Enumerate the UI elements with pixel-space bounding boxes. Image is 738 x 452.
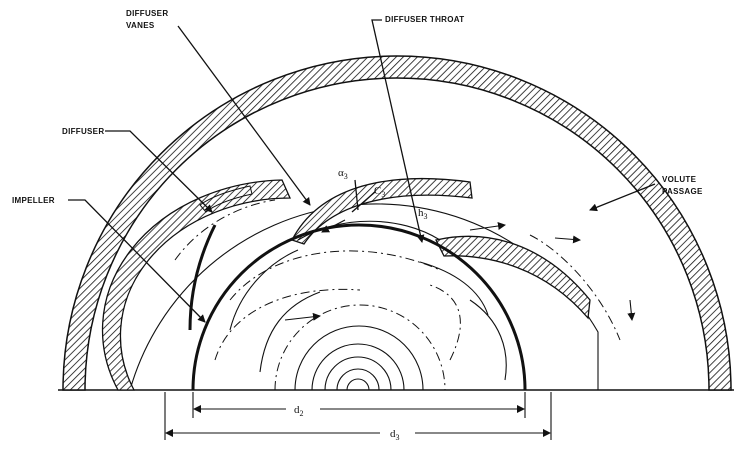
eye-circle: [324, 356, 392, 391]
label-diffuser: DIFFUSER: [62, 127, 104, 136]
leader-impeller: [68, 199, 206, 323]
diffuser-vane-top: [291, 177, 473, 245]
leader-diffuser-vanes: [177, 25, 311, 206]
label-impeller: IMPELLER: [12, 196, 55, 205]
leader-diffuser: [105, 130, 213, 213]
diffuser-inner-arc: [188, 224, 217, 331]
impeller-blade: [259, 291, 321, 373]
flow-line: [229, 250, 441, 301]
eye-circle: [346, 378, 370, 391]
symbol-h3: h3: [418, 207, 428, 221]
eye-circle: [274, 304, 446, 391]
dim-d2-arrow: [193, 405, 201, 413]
label-diffuser-throat: DIFFUSER THROAT: [385, 15, 464, 24]
flow-arrow: [284, 312, 321, 321]
leader-diffuser-throat: [371, 19, 425, 243]
impeller-outline: [191, 223, 527, 391]
impeller-blade: [419, 261, 489, 316]
symbol-alpha3: α3: [338, 167, 348, 181]
volute-boundary: [129, 203, 599, 391]
flow-arrow: [321, 219, 346, 233]
eye-circle: [294, 325, 424, 391]
flow-arrow: [554, 235, 581, 244]
symbol-c3: C3: [374, 185, 385, 199]
diffuser-vane-right: [435, 235, 591, 320]
eye-circle: [336, 368, 380, 391]
symbol-d3: d3: [390, 428, 400, 442]
dim-d2-arrow: [517, 405, 525, 413]
flow-line: [214, 288, 361, 361]
flow-line: [174, 199, 276, 261]
dim-d3-arrow: [543, 429, 551, 437]
symbol-d2: d2: [294, 404, 304, 418]
label-volute-passage-1: VOLUTE: [662, 175, 697, 184]
label-diffuser-vanes-1: DIFFUSER: [126, 9, 168, 18]
flow-line: [529, 234, 621, 341]
diffuser-vane-left: [199, 185, 253, 213]
impeller-blade: [469, 299, 507, 381]
leader-alpha3: [354, 179, 359, 211]
impeller-blade: [229, 249, 299, 331]
volute-casing: [62, 55, 732, 391]
label-volute-passage-2: PASSAGE: [662, 187, 703, 196]
leader-volute-passage: [589, 183, 656, 212]
eye-circle: [311, 343, 405, 391]
label-diffuser-vanes-2: VANES: [126, 21, 155, 30]
dim-d3-arrow: [165, 429, 173, 437]
flow-arrow: [627, 299, 636, 321]
flow-arrow: [469, 222, 506, 231]
diffuser-ring: [101, 179, 291, 391]
impeller-blade: [297, 220, 441, 241]
flow-line: [429, 284, 461, 361]
leader-c3: [351, 191, 376, 213]
